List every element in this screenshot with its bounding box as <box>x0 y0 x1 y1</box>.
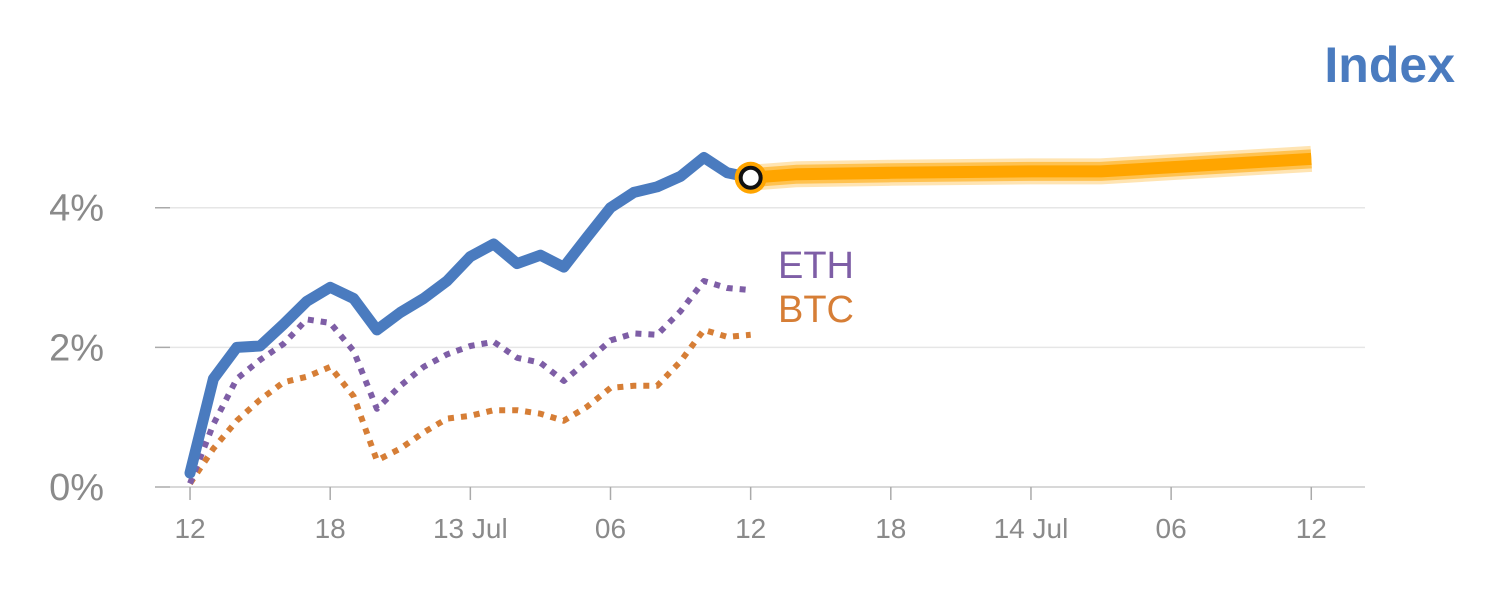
series-line-index <box>184 152 757 479</box>
x-tick-label: 12 <box>1296 513 1327 544</box>
forecast-band <box>734 145 1313 194</box>
series-line-eth <box>187 278 751 485</box>
current-point-marker <box>738 165 763 190</box>
forecast-line <box>750 152 1312 184</box>
y-tick-label: 2% <box>49 327 104 369</box>
gridlines <box>170 206 1365 488</box>
x-tick-label: 13 Jul <box>433 513 508 544</box>
x-tick-label: 06 <box>595 513 626 544</box>
y-tick-label: 4% <box>49 188 104 230</box>
series-line-btc <box>187 326 751 486</box>
x-tick-label: 12 <box>174 513 205 544</box>
x-tick-label: 14 Jul <box>994 513 1069 544</box>
x-axis: 12 18 13 Jul 06 12 18 14 Jul 06 12 <box>174 487 1327 544</box>
series-label-eth: ETH <box>778 245 854 287</box>
y-axis: 0% 2% 4% <box>49 188 170 509</box>
series-label-btc: BTC <box>778 289 854 331</box>
x-tick-label: 18 <box>875 513 906 544</box>
chart-title: Index <box>1324 37 1455 93</box>
series-lines <box>184 152 757 486</box>
x-tick-label: 06 <box>1156 513 1187 544</box>
x-tick-label: 12 <box>735 513 766 544</box>
x-tick-label: 18 <box>315 513 346 544</box>
y-tick-label: 0% <box>49 467 104 509</box>
